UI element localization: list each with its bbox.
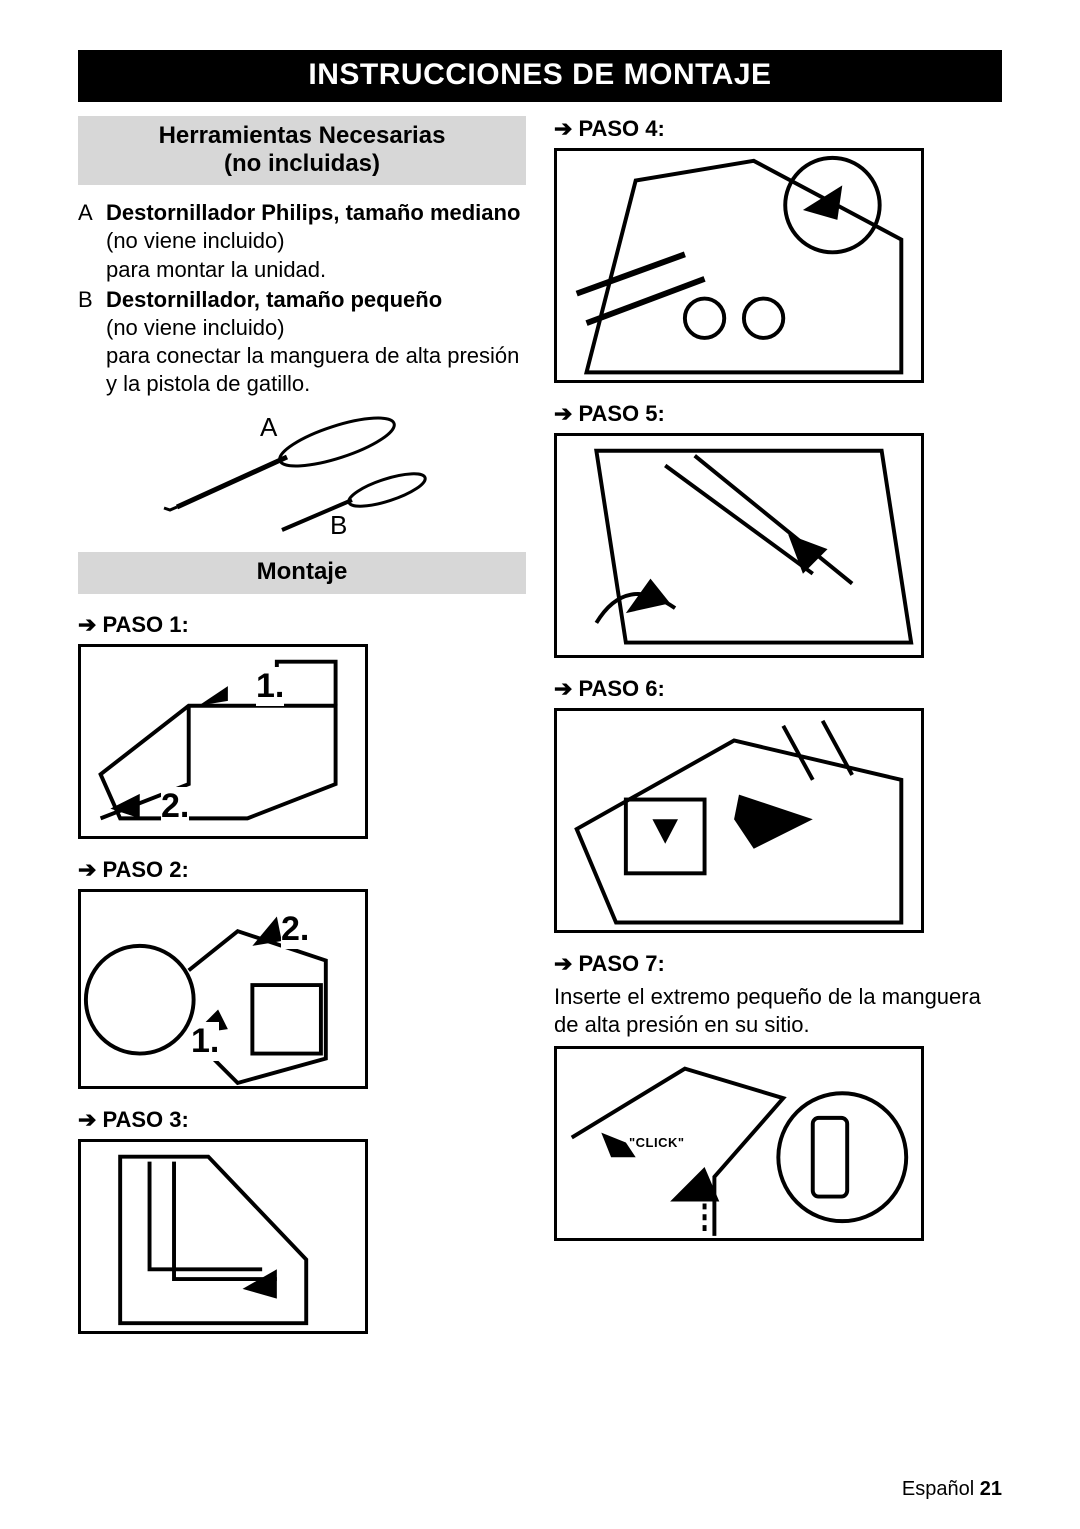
arrow-icon: ➔ (78, 859, 96, 881)
arrow-icon: ➔ (554, 678, 572, 700)
tools-heading-line1: Herramientas Necesarias (82, 122, 522, 150)
footer-language: Español (902, 1478, 980, 1500)
tool-a-rest1: (no viene incluido) (106, 228, 285, 253)
left-column: Herramientas Necesarias (no incluidas) A… (78, 110, 526, 1334)
step7-diagram-icon (557, 1049, 921, 1241)
step4-text: PASO 4: (578, 116, 664, 142)
tool-a-rest2: para montar la unidad. (106, 256, 526, 284)
tool-b-body: Destornillador, tamaño pequeño (no viene… (106, 286, 526, 399)
tool-a-letter: A (78, 199, 106, 283)
tool-a-row: A Destornillador Philips, tamaño mediano… (78, 199, 526, 283)
tools-list: A Destornillador Philips, tamaño mediano… (78, 199, 526, 398)
step5-illustration (554, 433, 924, 658)
step4-diagram-icon (557, 151, 921, 382)
tool-b-row: B Destornillador, tamaño pequeño (no vie… (78, 286, 526, 399)
step2-illustration: 2. 1. (78, 889, 368, 1089)
tool-a-body: Destornillador Philips, tamaño mediano (… (106, 199, 526, 283)
step1-num-2: 2. (161, 787, 189, 826)
step1-label: ➔ PASO 1: (78, 612, 526, 638)
label-a: A (260, 412, 277, 443)
tool-b-rest1: (no viene incluido) (106, 314, 526, 342)
step7-label: ➔ PASO 7: (554, 951, 1002, 977)
step3-illustration (78, 1139, 368, 1334)
page-footer: Español 21 (902, 1478, 1002, 1501)
arrow-icon: ➔ (78, 1109, 96, 1131)
step3-diagram-icon (81, 1142, 365, 1333)
step5-label: ➔ PASO 5: (554, 401, 1002, 427)
page-title-bar: INSTRUCCIONES DE MONTAJE (78, 50, 1002, 102)
step6-label: ➔ PASO 6: (554, 676, 1002, 702)
arrow-icon: ➔ (554, 403, 572, 425)
tools-heading-line2: (no incluidas) (82, 150, 522, 178)
step5-text: PASO 5: (578, 401, 664, 427)
tools-illustration: A B (152, 412, 452, 542)
step6-text: PASO 6: (578, 676, 664, 702)
step7-illustration: "CLICK" (554, 1046, 924, 1241)
step7-text: PASO 7: (578, 951, 664, 977)
screwdrivers-icon (152, 412, 452, 542)
step1-illustration: 1. 2. (78, 644, 368, 839)
tool-b-rest2: para conectar la manguera de alta presió… (106, 342, 526, 398)
arrow-icon: ➔ (554, 118, 572, 140)
content-columns: Herramientas Necesarias (no incluidas) A… (78, 110, 1002, 1334)
step6-diagram-icon (557, 711, 921, 932)
click-label: "CLICK" (629, 1135, 685, 1150)
arrow-icon: ➔ (554, 953, 572, 975)
label-b: B (330, 510, 347, 541)
arrow-icon: ➔ (78, 614, 96, 636)
right-column: ➔ PASO 4: ➔ PASO 5: (554, 110, 1002, 1334)
step4-illustration (554, 148, 924, 383)
step2-label: ➔ PASO 2: (78, 857, 526, 883)
step2-num-1: 1. (191, 1022, 219, 1061)
tool-a-bold: Destornillador Philips, tamaño mediano (106, 200, 520, 225)
assembly-heading: Montaje (78, 552, 526, 594)
step3-label: ➔ PASO 3: (78, 1107, 526, 1133)
step7-body: Inserte el extremo pequeño de la man­gue… (554, 983, 1002, 1038)
step1-text: PASO 1: (102, 612, 188, 638)
step4-label: ➔ PASO 4: (554, 116, 1002, 142)
tool-b-letter: B (78, 286, 106, 399)
step3-text: PASO 3: (102, 1107, 188, 1133)
step6-illustration (554, 708, 924, 933)
step2-text: PASO 2: (102, 857, 188, 883)
footer-page-number: 21 (980, 1478, 1002, 1500)
tools-heading: Herramientas Necesarias (no incluidas) (78, 116, 526, 185)
page-title: INSTRUCCIONES DE MONTAJE (308, 58, 771, 91)
step5-diagram-icon (557, 436, 921, 657)
step2-diagram-icon (81, 892, 365, 1088)
step1-diagram-icon (81, 647, 365, 838)
step1-num-1: 1. (256, 667, 284, 706)
tool-b-bold: Destornillador, tamaño pequeño (106, 287, 442, 312)
step2-num-2: 2. (281, 910, 309, 949)
